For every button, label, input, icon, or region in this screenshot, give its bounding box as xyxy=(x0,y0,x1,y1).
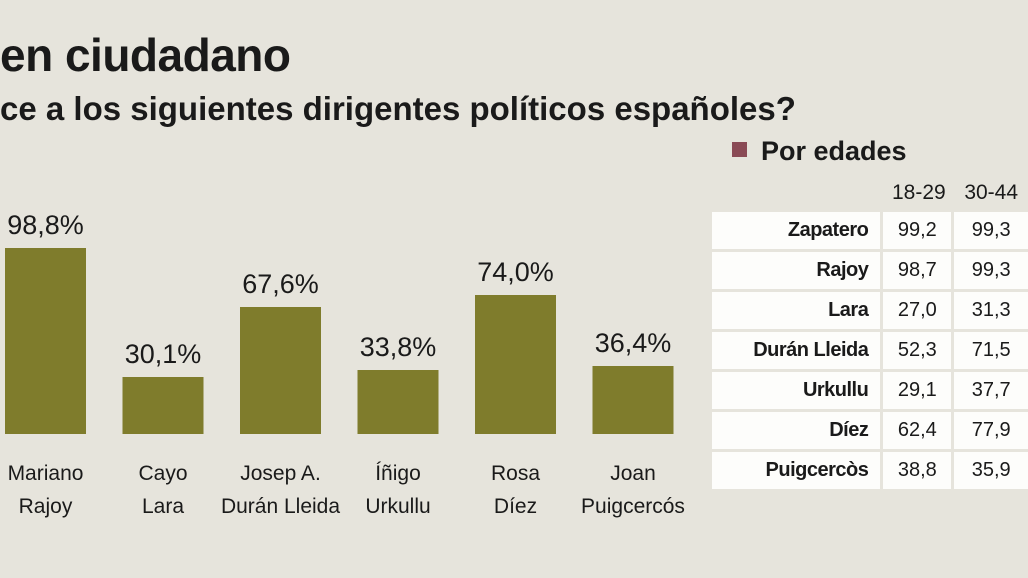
table-row-name: Zapatero xyxy=(712,212,884,252)
bar-value-label: 98,8% xyxy=(7,210,84,240)
category-label: Puigcercós xyxy=(581,495,685,518)
table-row-name: Urkullu xyxy=(712,372,884,412)
bar-chart: 98,8% Mariano Rajoy 30,1% Cayo Lara 67,6% Josep… xyxy=(5,210,685,518)
age-table-container: 18-29 30-44 Zapatero 99,2 99,3 Rajoy 98,7 99,… xyxy=(712,174,1028,492)
bar xyxy=(240,307,321,434)
category-label: Rosa xyxy=(491,462,540,485)
table-cell: 99,3 xyxy=(954,252,1028,292)
table-row: Durán Lleida 52,3 71,5 xyxy=(712,332,1028,372)
table-row: Rajoy 98,7 99,3 xyxy=(712,252,1028,292)
table-row-name: Durán Lleida xyxy=(712,332,884,372)
table-cell: 77,9 xyxy=(954,412,1028,452)
bar xyxy=(592,366,674,434)
category-label: Lara xyxy=(142,495,184,518)
table-cell: 38,8 xyxy=(883,452,955,492)
age-table-corner xyxy=(712,174,883,212)
category-label: Rajoy xyxy=(19,495,73,518)
category-label: Díez xyxy=(494,495,537,518)
bar xyxy=(475,295,556,434)
chart-title: en ciudadano xyxy=(0,29,291,81)
table-row-name: Rajoy xyxy=(712,252,884,292)
table-cell: 98,7 xyxy=(883,252,955,292)
bar-value-label: 74,0% xyxy=(477,257,554,287)
table-cell: 27,0 xyxy=(883,292,955,332)
table-row: Zapatero 99,2 99,3 xyxy=(712,212,1028,252)
table-cell: 62,4 xyxy=(883,412,955,452)
bar xyxy=(357,370,439,434)
legend-label: Por edades xyxy=(761,136,907,166)
table-cell: 29,1 xyxy=(883,372,955,412)
category-label: Mariano xyxy=(8,462,84,485)
table-cell: 35,9 xyxy=(954,452,1028,492)
age-table-header-row: 18-29 30-44 xyxy=(712,174,1028,212)
age-table-header-1: 30-44 xyxy=(964,181,1019,204)
table-row: Urkullu 29,1 37,7 xyxy=(712,372,1028,412)
chart-subtitle: ce a los siguientes dirigentes políticos… xyxy=(0,90,796,127)
table-row: Puigcercòs 38,8 35,9 xyxy=(712,452,1028,492)
age-table: 18-29 30-44 Zapatero 99,2 99,3 Rajoy 98,7 99,… xyxy=(712,174,1028,492)
table-row-name: Puigcercòs xyxy=(712,452,884,492)
bar xyxy=(5,248,86,434)
category-label: Durán Lleida xyxy=(221,495,340,518)
bar-value-label: 67,6% xyxy=(242,269,319,299)
age-table-header-0: 18-29 xyxy=(891,181,946,204)
table-cell: 52,3 xyxy=(883,332,955,372)
table-cell: 99,2 xyxy=(883,212,955,252)
bar-value-label: 36,4% xyxy=(595,328,672,358)
table-row-name: Lara xyxy=(712,292,884,332)
table-cell: 71,5 xyxy=(954,332,1028,372)
table-cell: 37,7 xyxy=(954,372,1028,412)
table-cell: 31,3 xyxy=(954,292,1028,332)
category-label: Cayo xyxy=(138,462,187,485)
bar xyxy=(122,377,204,434)
category-label: Joan xyxy=(610,462,656,485)
table-row-name: Díez xyxy=(712,412,884,452)
legend-swatch xyxy=(732,142,747,157)
bar-value-label: 30,1% xyxy=(125,339,202,369)
category-label: Íñigo xyxy=(375,462,421,485)
table-row: Díez 62,4 77,9 xyxy=(712,412,1028,452)
legend: Por edades xyxy=(732,136,907,167)
table-row: Lara 27,0 31,3 xyxy=(712,292,1028,332)
category-label: Josep A. xyxy=(240,462,321,485)
bar-value-label: 33,8% xyxy=(360,332,437,362)
table-cell: 99,3 xyxy=(954,212,1028,252)
category-label: Urkullu xyxy=(365,495,430,518)
